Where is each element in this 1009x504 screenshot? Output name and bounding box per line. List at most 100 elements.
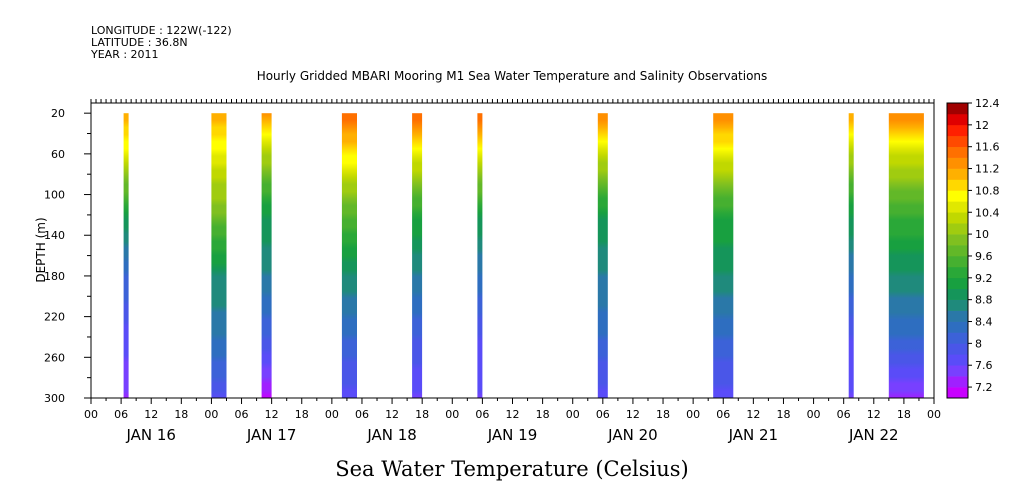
y-tick-label: 220 xyxy=(44,311,65,324)
x-hour-tick-label: 06 xyxy=(837,408,851,421)
colorbar-swatch xyxy=(947,124,968,137)
y-tick-label: 260 xyxy=(44,351,65,364)
latitude-label: LATITUDE : 36.8N xyxy=(91,36,188,49)
x-hour-tick-label: 00 xyxy=(566,408,580,421)
y-tick-label: 300 xyxy=(44,392,65,405)
x-hour-tick-label: 00 xyxy=(445,408,459,421)
x-hour-tick-label: 12 xyxy=(385,408,399,421)
x-hour-tick-label: 00 xyxy=(325,408,339,421)
x-hour-tick-label: 12 xyxy=(867,408,881,421)
longitude-label: LONGITUDE : 122W(-122) xyxy=(91,24,232,37)
colorbar-label: 8.8 xyxy=(975,294,993,307)
colorbar-label: 12 xyxy=(975,119,989,132)
colorbar-swatch xyxy=(947,387,968,399)
x-day-label: JAN 16 xyxy=(125,426,176,444)
colorbar-swatch xyxy=(947,321,968,333)
colorbar-swatch xyxy=(947,245,968,257)
x-hour-tick-label: 00 xyxy=(204,408,218,421)
colorbar-swatch xyxy=(947,223,968,235)
colorbar-swatch xyxy=(947,135,968,148)
y-tick-label: 140 xyxy=(44,229,65,242)
x-hour-tick-label: 18 xyxy=(536,408,550,421)
colorbar-swatch xyxy=(947,212,968,224)
x-hour-tick-label: 18 xyxy=(897,408,911,421)
x-hour-tick-label: 00 xyxy=(927,408,941,421)
x-hour-tick-label: 06 xyxy=(355,408,369,421)
colorbar-swatch xyxy=(947,365,968,377)
colorbar-label: 10.4 xyxy=(975,206,1000,219)
x-day-label: JAN 19 xyxy=(487,426,538,444)
data-column xyxy=(597,113,608,398)
data-column xyxy=(341,113,357,398)
x-axis-label: Sea Water Temperature (Celsius) xyxy=(335,457,689,481)
colorbar: 12.4 12 11.6 11.2 10.8 10.4 10 9.6 9.2 8.8 8.4 8 7.6… xyxy=(946,97,1000,399)
chart-title: Hourly Gridded MBARI Mooring M1 Sea Wate… xyxy=(257,69,768,83)
colorbar-label: 8 xyxy=(975,337,982,350)
x-hour-tick-label: 18 xyxy=(776,408,790,421)
data-column xyxy=(412,113,423,398)
year-label: YEAR : 2011 xyxy=(91,48,159,61)
y-tick-label: 100 xyxy=(44,189,65,202)
x-hour-tick-label: 00 xyxy=(686,408,700,421)
colorbar-swatch xyxy=(947,103,968,115)
colorbar-swatch xyxy=(947,190,968,202)
colorbar-label: 10 xyxy=(975,228,989,241)
colorbar-swatch xyxy=(947,310,968,322)
x-hour-tick-label: 12 xyxy=(626,408,640,421)
colorbar-frame xyxy=(946,102,969,399)
x-hour-tick-label: 06 xyxy=(114,408,128,421)
x-hour-tick-label: 00 xyxy=(807,408,821,421)
colorbar-swatch xyxy=(947,354,968,366)
plot-data-area xyxy=(123,113,924,398)
x-day-label: JAN 18 xyxy=(366,426,417,444)
colorbar-label: 8.4 xyxy=(975,316,993,329)
colorbar-label: 10.8 xyxy=(975,184,1000,197)
colorbar-swatch xyxy=(947,146,968,158)
x-hour-tick-label: 12 xyxy=(144,408,158,421)
x-hour-tick-label: 18 xyxy=(174,408,188,421)
x-hour-tick-label: 06 xyxy=(475,408,489,421)
x-day-label: JAN 22 xyxy=(848,426,899,444)
colorbar-swatch xyxy=(947,201,968,213)
x-hour-tick-label: 06 xyxy=(596,408,610,421)
x-hour-tick-label: 18 xyxy=(295,408,309,421)
colorbar-swatch xyxy=(947,179,968,191)
colorbar-label: 11.6 xyxy=(975,141,1000,154)
colorbar-label: 9.6 xyxy=(975,250,993,263)
colorbar-swatch xyxy=(947,266,968,279)
colorbar-swatch xyxy=(947,234,968,246)
data-column xyxy=(477,113,483,398)
colorbar-label: 9.2 xyxy=(975,272,993,285)
x-hour-tick-label: 18 xyxy=(656,408,670,421)
colorbar-swatch xyxy=(947,332,968,344)
colorbar-label: 11.2 xyxy=(975,163,1000,176)
y-axis-label: DEPTH (m) xyxy=(34,217,48,282)
colorbar-swatch xyxy=(947,277,968,290)
data-column xyxy=(123,113,129,398)
data-column xyxy=(888,113,924,398)
data-column xyxy=(848,113,854,398)
x-hour-tick-label: 06 xyxy=(716,408,730,421)
x-hour-tick-label: 12 xyxy=(746,408,760,421)
y-axis: 20 60 100 140 180 220 260 300 xyxy=(44,107,91,405)
x-hour-tick-label: 18 xyxy=(415,408,429,421)
colorbar-swatch xyxy=(947,376,968,388)
x-hour-tick-label: 12 xyxy=(506,408,520,421)
colorbar-swatch xyxy=(947,113,968,126)
x-day-label: JAN 20 xyxy=(607,426,658,444)
colorbar-swatch xyxy=(947,288,968,300)
colorbar-swatch xyxy=(947,168,968,180)
colorbar-label: 12.4 xyxy=(975,97,1000,110)
data-column xyxy=(211,113,227,398)
colorbar-swatch xyxy=(947,157,968,169)
y-tick-label: 180 xyxy=(44,270,65,283)
data-column xyxy=(261,113,272,398)
colorbar-swatch xyxy=(947,343,968,355)
colorbar-label: 7.2 xyxy=(975,381,993,394)
x-hour-tick-label: 12 xyxy=(265,408,279,421)
x-axis: 00 06 12 18 00 06 12 18 00 06 12 18 00 06 12 18 00 06 12 18… xyxy=(84,99,941,444)
colorbar-label: 7.6 xyxy=(975,359,993,372)
y-tick-label: 20 xyxy=(51,107,65,120)
data-column xyxy=(713,113,734,398)
